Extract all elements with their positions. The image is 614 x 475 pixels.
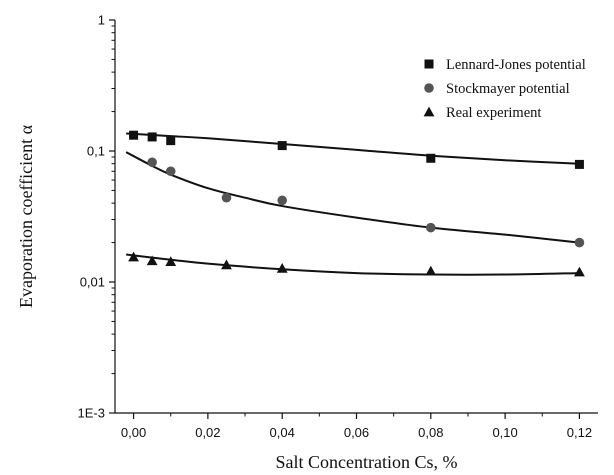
data-point-triangle	[221, 259, 232, 270]
x-tick-label: 0,12	[567, 425, 592, 440]
x-tick-label: 0,08	[418, 425, 443, 440]
fit-line-square	[126, 132, 580, 165]
data-point-square	[129, 130, 139, 140]
data-point-circle	[147, 157, 157, 168]
y-tick-label: 1	[98, 13, 105, 28]
data-point-triangle	[165, 256, 177, 266]
x-tick-label: 0,06	[344, 425, 369, 440]
y-tick-label: 0,1	[87, 144, 105, 159]
data-point-square	[574, 159, 584, 169]
legend: Lennard-Jones potential Stockmayer potent…	[423, 57, 586, 121]
data-point-circle	[426, 222, 436, 233]
x-tick-label: 0,02	[195, 425, 220, 440]
data-point-triangle	[425, 265, 437, 276]
data-point-circle	[165, 166, 176, 177]
data-point-square	[277, 141, 287, 151]
y-tick-label: 1E-3	[78, 406, 105, 421]
x-tick-label: 0,00	[121, 425, 146, 440]
y-tick-label: 0,01	[80, 275, 105, 290]
data-point-circle	[277, 195, 287, 206]
data-point-square	[166, 136, 176, 146]
legend-label: Real experiment	[446, 105, 541, 121]
data-point-triangle	[276, 263, 288, 273]
x-axis-title: Salt Concentration Cs, %	[276, 452, 458, 472]
fit-lines	[125, 132, 580, 276]
fit-line-circle	[125, 151, 580, 244]
axes: 0,00 0,02 0,04 0,06 0,08 0,10 0,12 1E-3 0,01 0,1 1	[78, 13, 598, 440]
fit-line-triangle	[126, 253, 580, 276]
data-point-triangle	[128, 251, 139, 262]
legend-marker-triangle	[423, 106, 435, 117]
x-tick-label: 0,10	[492, 425, 517, 440]
legend-marker-circle	[424, 83, 434, 93]
data-points	[128, 130, 585, 277]
x-tick-label: 0,04	[270, 425, 295, 440]
data-point-circle	[574, 237, 585, 248]
y-axis-title: Evaporation coefficient α	[16, 124, 36, 308]
data-point-square	[147, 132, 157, 142]
legend-marker-square	[424, 59, 434, 69]
data-point-square	[426, 153, 436, 163]
legend-label: Lennard-Jones potential	[446, 57, 586, 73]
data-point-circle	[221, 192, 232, 203]
data-point-triangle	[574, 266, 585, 277]
data-point-triangle	[146, 255, 158, 266]
legend-label: Stockmayer potential	[446, 81, 570, 97]
